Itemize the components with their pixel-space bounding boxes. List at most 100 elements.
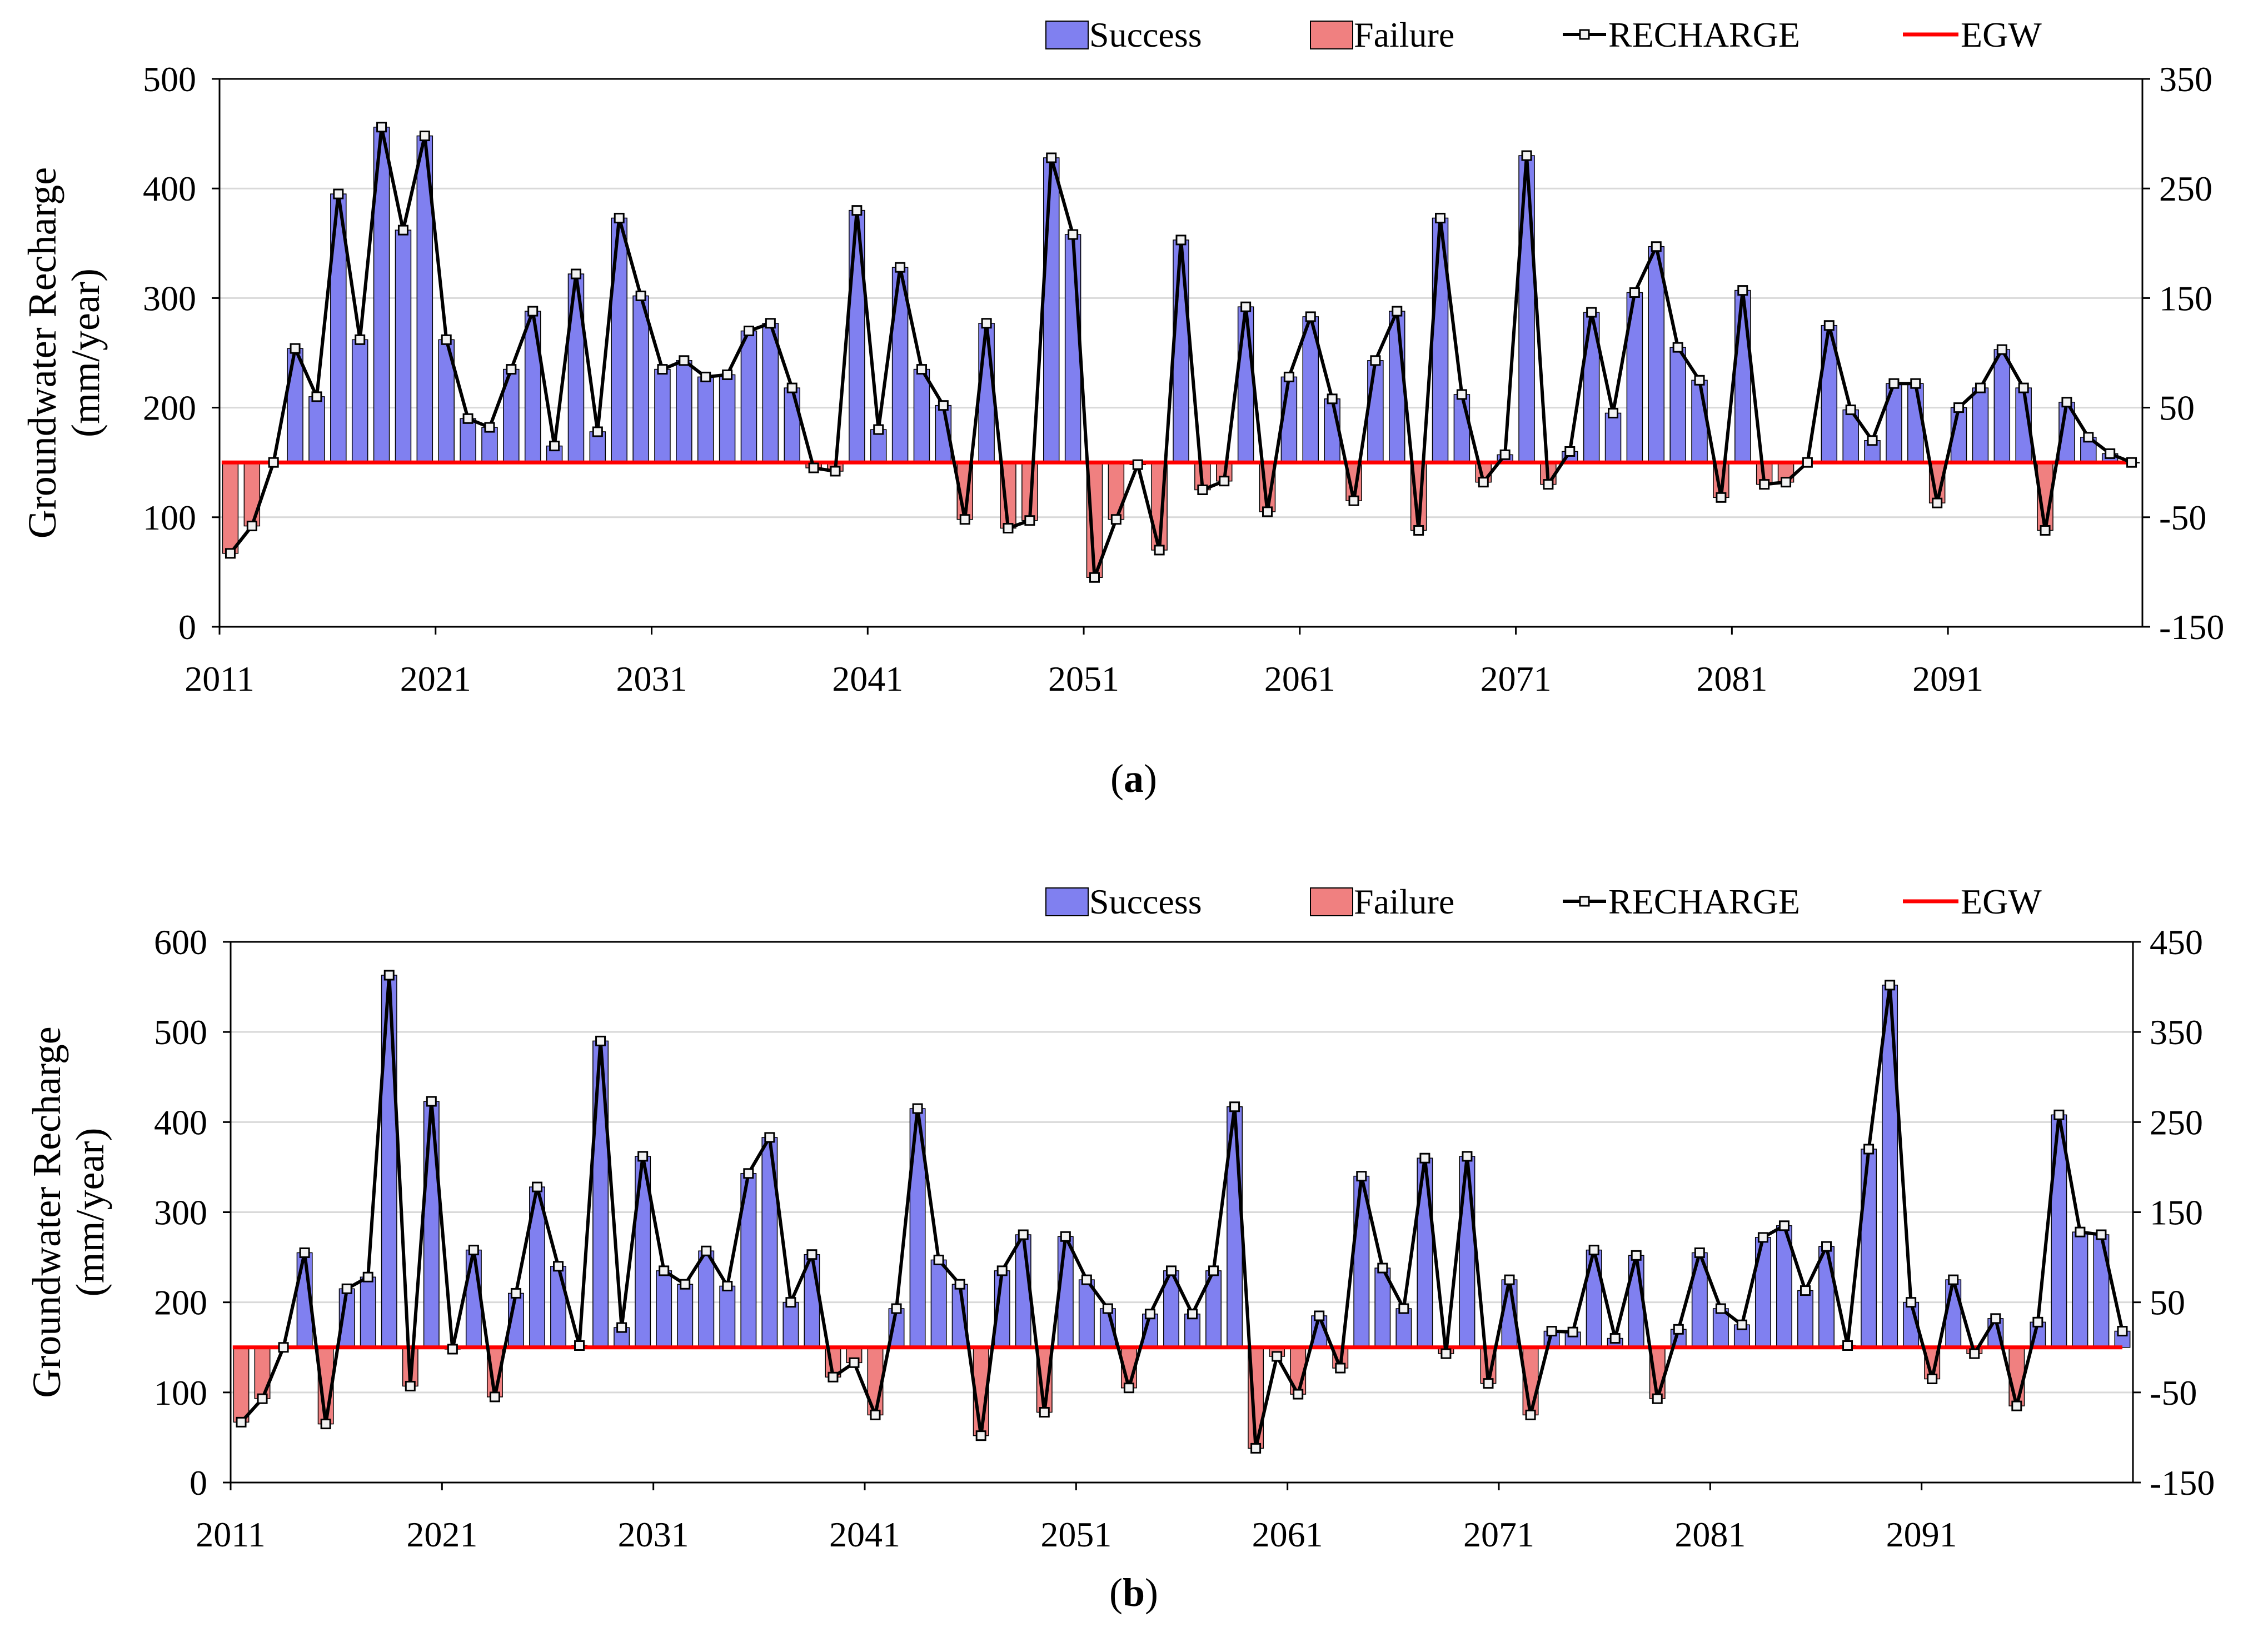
panel-a-recharge-point xyxy=(1586,307,1597,318)
panel-a-recharge-point xyxy=(484,422,495,433)
panel-a-recharge-point xyxy=(2061,397,2072,408)
panel-b-recharge-point xyxy=(933,1254,944,1265)
panel-a-recharge-point xyxy=(2040,525,2051,536)
panel-a-success-bar xyxy=(913,368,930,463)
panel-b-recharge-point xyxy=(595,1035,606,1046)
panel-b-success-bar xyxy=(930,1259,947,1348)
panel-b-recharge-point xyxy=(1144,1309,1155,1320)
panel-a-recharge-point xyxy=(657,364,668,375)
panel-a-success-bar xyxy=(784,387,800,463)
panel-b-x-tick-label: 2041 xyxy=(829,1515,900,1554)
panel-b-recharge-point xyxy=(680,1279,691,1290)
panel-b-recharge-point xyxy=(1906,1297,1917,1308)
panel-a-recharge-point xyxy=(225,548,236,559)
panel-b-y2-tick-label: 350 xyxy=(2150,1012,2203,1052)
panel-b-y-axis-title-line2: (mm/year) xyxy=(68,1128,112,1297)
panel-b-recharge-point xyxy=(1504,1274,1515,1285)
panel-a-recharge-point xyxy=(1975,382,1986,393)
panel-b-y-tick-label: 100 xyxy=(154,1373,207,1413)
panel-b-y2-tick-label: 250 xyxy=(2150,1102,2203,1142)
panel-a-recharge-point xyxy=(916,364,927,375)
panel-b-recharge-point xyxy=(637,1151,649,1162)
panel-a-recharge-point xyxy=(549,441,560,452)
panel-b-legend-failure-swatch xyxy=(1310,887,1353,916)
panel-b-recharge-point xyxy=(1800,1285,1811,1296)
panel-b-recharge-point xyxy=(1039,1407,1050,1418)
panel-b-x-tick-label: 2061 xyxy=(1252,1515,1323,1554)
panel-a-legend-egw-label: EGW xyxy=(1961,15,2042,54)
panel-a-recharge-point xyxy=(1348,495,1359,506)
panel-a-y-axis-title-line2: (mm/year) xyxy=(63,268,108,437)
panel-b-recharge-point xyxy=(1631,1250,1642,1261)
panel-b-recharge-point xyxy=(1102,1303,1113,1314)
panel-a-recharge-point xyxy=(1932,497,1943,508)
panel-b-y-tick-label: 500 xyxy=(154,1012,207,1052)
panel-b-recharge-point xyxy=(1609,1333,1621,1344)
panel-b-recharge-point xyxy=(806,1249,818,1260)
panel-a-x-tick-label: 2041 xyxy=(832,659,903,698)
panel-a-success-bar xyxy=(697,376,714,463)
panel-b-recharge-point xyxy=(1229,1101,1240,1112)
panel-a-success-bar xyxy=(611,217,627,463)
panel-a-y-tick-label: 100 xyxy=(143,498,196,537)
panel-a-recharge-point xyxy=(290,343,301,354)
panel-a-y-tick-label: 500 xyxy=(143,59,196,99)
panel-a-legend-recharge-marker xyxy=(1579,29,1590,40)
panel-a-y2-tick-label: 250 xyxy=(2159,169,2212,208)
panel-a-recharge-point xyxy=(1737,285,1748,296)
panel-a-recharge-point xyxy=(1305,311,1316,322)
panel-b-recharge-point xyxy=(2032,1316,2043,1327)
panel-b-recharge-point xyxy=(975,1430,986,1441)
panel-b-y-axis-title-line1: Groundwater Recharge xyxy=(24,1026,69,1398)
panel-b-success-bar xyxy=(1818,1246,1835,1348)
panel-a-recharge-point xyxy=(1781,477,1792,488)
panel-b-recharge-point xyxy=(299,1247,310,1258)
panel-a-recharge-point xyxy=(441,334,452,345)
panel-a-recharge-point xyxy=(355,334,366,345)
panel-b-recharge-point xyxy=(1440,1348,1452,1359)
panel-b-recharge-point xyxy=(383,970,395,981)
panel-a-legend-recharge-label: RECHARGE xyxy=(1608,15,1800,54)
panel-b-recharge-point xyxy=(743,1168,754,1179)
panel-b-recharge-point xyxy=(828,1371,839,1383)
panel-b-recharge-point xyxy=(659,1265,670,1276)
panel-b-recharge-point xyxy=(447,1344,458,1355)
panel-b-success-bar xyxy=(423,1101,440,1348)
panel-a-recharge-point xyxy=(333,188,344,199)
panel-b-x-tick-label: 2091 xyxy=(1886,1515,1957,1554)
panel-a-success-bar xyxy=(632,295,649,463)
panel-b-success-bar xyxy=(1797,1290,1813,1348)
panel-a-recharge-point xyxy=(1024,515,1035,526)
panel-a-success-bar xyxy=(1972,387,1989,463)
panel-b-success-bar xyxy=(1945,1279,1962,1348)
panel-b-recharge-point xyxy=(891,1303,902,1314)
panel-a-recharge-point xyxy=(2018,382,2029,393)
panel-b-recharge-point xyxy=(1377,1262,1388,1274)
panel-a-recharge-point xyxy=(614,212,625,223)
panel-a-recharge-point xyxy=(1996,344,2007,355)
panel-a-recharge-point xyxy=(1175,234,1187,246)
panel-a-recharge-point xyxy=(1521,150,1532,161)
panel-a-recharge-point xyxy=(1456,389,1467,400)
panel-b-recharge-point xyxy=(722,1280,733,1291)
panel-b-recharge-point xyxy=(785,1297,796,1308)
panel-b-success-bar xyxy=(1861,1149,1877,1348)
panel-a-recharge-point xyxy=(1392,306,1403,317)
panel-b-recharge-point xyxy=(1525,1409,1536,1420)
panel-b-recharge-point xyxy=(362,1271,373,1282)
panel-a-recharge-point xyxy=(1132,459,1143,470)
panel-b-recharge-point xyxy=(489,1391,500,1403)
panel-a-recharge-point xyxy=(722,369,733,380)
panel-a-recharge-point xyxy=(1413,525,1424,536)
panel-b-recharge-point xyxy=(1081,1274,1092,1285)
panel-a-legend-failure-label: Failure xyxy=(1354,15,1454,54)
panel-b-recharge-point xyxy=(1842,1340,1853,1351)
panel-a-x-tick-label: 2051 xyxy=(1048,659,1119,698)
panel-a-recharge-point xyxy=(786,382,797,393)
panel-a-recharge-point xyxy=(1089,572,1100,583)
panel-b-recharge-point xyxy=(1757,1232,1768,1243)
panel-a-recharge-point xyxy=(981,318,992,329)
panel-b-success-bar xyxy=(1184,1313,1200,1348)
panel-a-recharge-point xyxy=(1823,320,1835,331)
